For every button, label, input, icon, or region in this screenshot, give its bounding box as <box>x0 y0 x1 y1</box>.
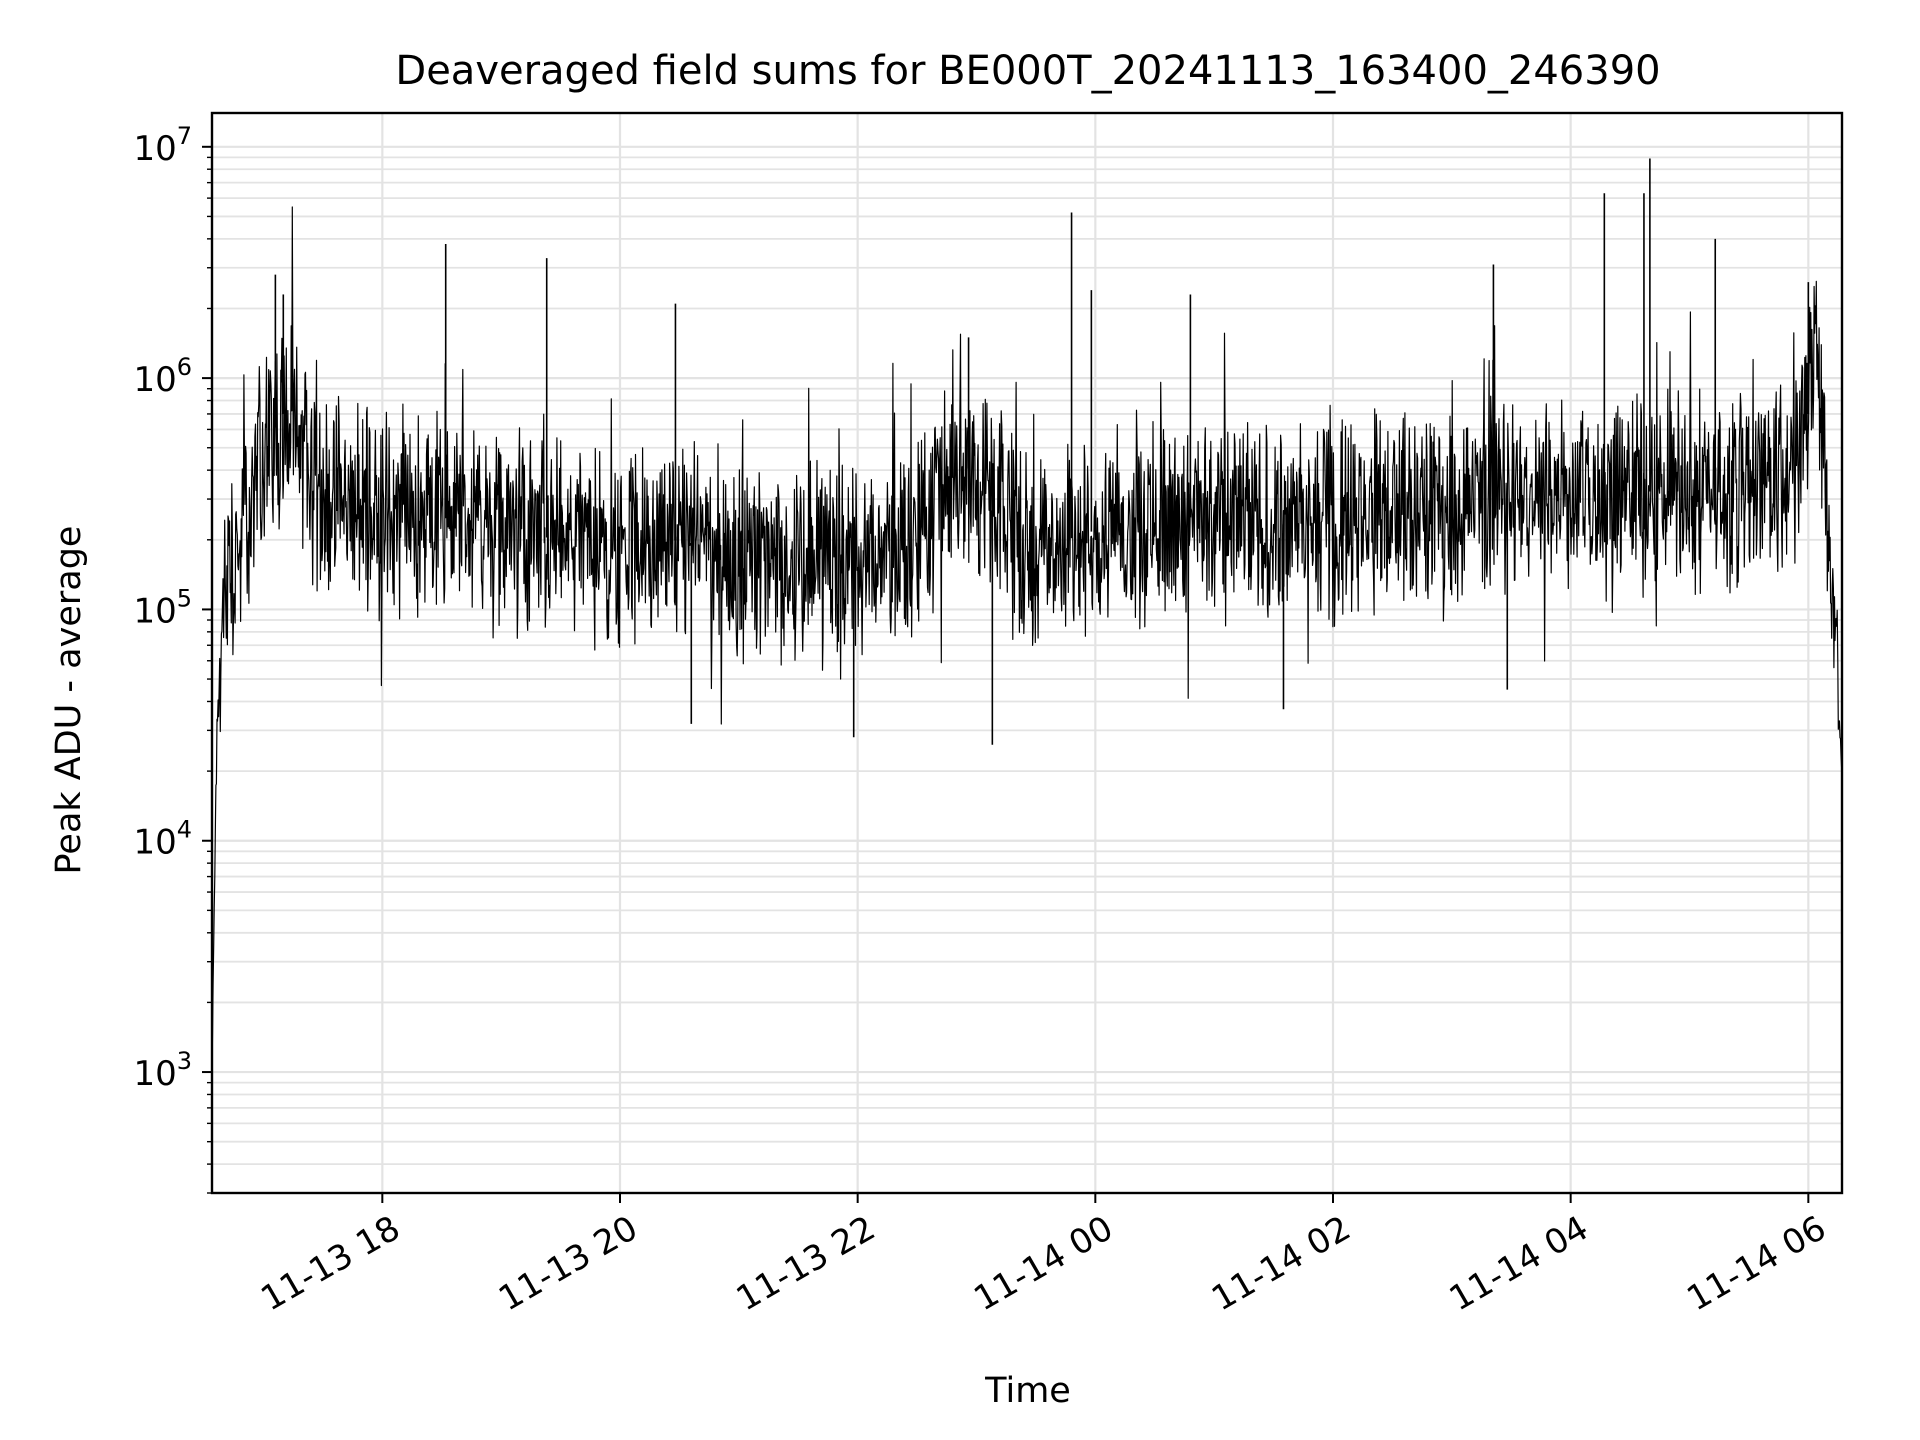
x-tick-label: 11-14 06 <box>1680 1208 1832 1319</box>
x-tick-label: 11-14 00 <box>967 1208 1119 1319</box>
y-tick-label: 104 <box>133 816 192 863</box>
y-axis-label: Peak ADU - average <box>49 526 89 875</box>
x-tick-label: 11-13 18 <box>254 1208 406 1319</box>
x-axis-label: Time <box>984 1371 1071 1411</box>
x-tick-label: 11-13 22 <box>730 1208 882 1319</box>
axis-ticks: 103 104 105 106 107 11-13 18 11-13 20 11-13 22 1… <box>133 122 1832 1319</box>
series-line <box>211 206 1843 1073</box>
y-tick-label: 107 <box>133 122 192 169</box>
plot-frame <box>210 111 1844 1195</box>
x-tick-label: 11-14 04 <box>1443 1208 1595 1319</box>
data-series <box>211 158 1843 1073</box>
grid-lines <box>212 113 1842 1194</box>
y-tick-label: 105 <box>133 584 192 631</box>
y-tick-label: 103 <box>133 1047 192 1094</box>
x-tick-label: 11-13 20 <box>492 1208 644 1319</box>
chart-title: Deaveraged field sums for BE000T_2024111… <box>395 48 1660 94</box>
x-tick-label: 11-14 02 <box>1205 1208 1357 1319</box>
y-tick-label: 106 <box>133 353 192 400</box>
